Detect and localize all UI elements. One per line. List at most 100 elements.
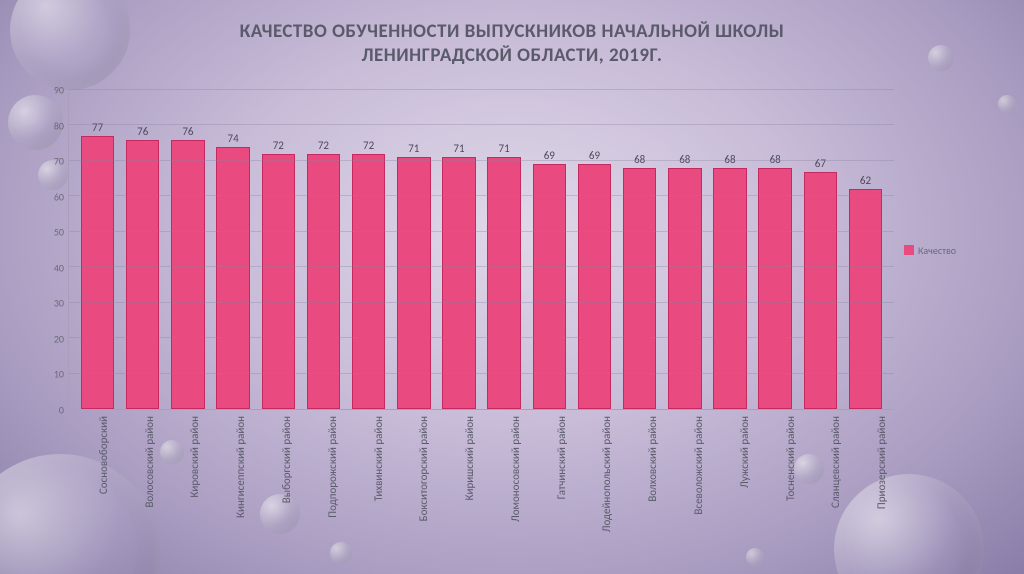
bubble-decor — [998, 95, 1016, 113]
bar-slot: 69 — [572, 90, 617, 409]
y-tick: 80 — [40, 119, 64, 132]
bar-slot: 71 — [391, 90, 436, 409]
bar-slot: 76 — [120, 90, 165, 409]
bar-value-label: 71 — [499, 142, 510, 155]
x-label-slot: Кировский район — [166, 410, 212, 530]
bar-slot: 72 — [256, 90, 301, 409]
x-axis-label: Гатчинский район — [555, 416, 568, 499]
grid-line — [69, 89, 894, 90]
grid-line — [69, 302, 894, 303]
x-axis-labels: Сосновоборский Волосовский район Кировский… — [68, 410, 904, 530]
bars-container: 777676747272727171716969686868686762 — [69, 90, 894, 409]
grid-line — [69, 124, 894, 125]
bar-slot: 68 — [617, 90, 662, 409]
x-axis-label: Лодейнопольский район — [600, 416, 613, 532]
bar-chart: 0102030405060708090 77767674727272717171… — [40, 90, 984, 540]
title-line-2: ЛЕНИНГРАДСКОЙ ОБЛАСТИ, 2019Г. — [0, 44, 1024, 68]
x-axis-label: Волховский район — [646, 416, 659, 502]
bar-value-label: 77 — [92, 121, 103, 134]
bar-slot: 71 — [436, 90, 481, 409]
x-label-slot: Тихвинский район — [349, 410, 395, 530]
x-label-slot: Волховский район — [623, 410, 669, 530]
grid-line — [69, 231, 894, 232]
x-axis-label: Всеволожский район — [692, 416, 705, 515]
x-axis-label: Тихвинский район — [372, 416, 385, 501]
x-label-slot: Гатчинский район — [532, 410, 578, 530]
bubble-decor — [746, 548, 764, 566]
bar-value-label: 62 — [860, 174, 871, 187]
bar-value-label: 74 — [228, 132, 239, 145]
slide: КАЧЕСТВО ОБУЧЕННОСТИ ВЫПУСКНИКОВ НАЧАЛЬН… — [0, 0, 1024, 574]
x-label-slot: Сосновоборский — [74, 410, 120, 530]
y-tick: 0 — [40, 404, 64, 417]
grid-line — [69, 266, 894, 267]
x-label-slot: Всеволожский район — [669, 410, 715, 530]
grid-line — [69, 373, 894, 374]
bar-slot: 77 — [75, 90, 120, 409]
bar-value-label: 71 — [453, 142, 464, 155]
x-axis-label: Подпорожский район — [326, 416, 339, 518]
bar-slot: 69 — [527, 90, 572, 409]
x-label-slot: Волосовский район — [120, 410, 166, 530]
x-label-slot: Киришский район — [440, 410, 486, 530]
x-axis-label: Бокситогорский район — [417, 416, 430, 521]
bar-value-label: 76 — [137, 125, 148, 138]
y-tick: 90 — [40, 84, 64, 97]
bar-slot: 68 — [707, 90, 752, 409]
plot-area: 777676747272727171716969686868686762 — [68, 90, 894, 410]
y-tick: 30 — [40, 297, 64, 310]
bar-value-label: 71 — [408, 142, 419, 155]
bubble-decor — [330, 542, 352, 564]
x-label-slot: Лодейнопольский район — [578, 410, 624, 530]
bar — [81, 136, 114, 409]
bar-value-label: 72 — [318, 139, 329, 152]
bar-slot: 72 — [346, 90, 391, 409]
y-tick: 20 — [40, 332, 64, 345]
grid-line — [69, 160, 894, 161]
legend-label: Качество — [918, 244, 956, 257]
x-label-slot: Бокситогорский район — [394, 410, 440, 530]
x-axis-label: Кингисеппский район — [234, 416, 247, 518]
y-tick: 50 — [40, 226, 64, 239]
x-label-slot: Приозерский район — [852, 410, 898, 530]
bar — [216, 147, 249, 409]
x-axis-label: Кировский район — [188, 416, 201, 498]
grid-line — [69, 195, 894, 196]
bar — [307, 154, 340, 409]
y-tick: 60 — [40, 190, 64, 203]
bar-slot: 71 — [482, 90, 527, 409]
legend: Качество — [894, 90, 984, 410]
chart-title: КАЧЕСТВО ОБУЧЕННОСТИ ВЫПУСКНИКОВ НАЧАЛЬН… — [0, 20, 1024, 68]
bar-slot: 68 — [662, 90, 707, 409]
x-axis-label: Выборгский район — [280, 416, 293, 503]
x-axis-label: Приозерский район — [875, 416, 888, 509]
bar — [352, 154, 385, 409]
y-axis: 0102030405060708090 — [40, 90, 68, 410]
y-tick: 40 — [40, 261, 64, 274]
x-label-slot: Лужский район — [715, 410, 761, 530]
x-axis-label: Сосновоборский — [97, 416, 110, 494]
x-axis-label: Лужский район — [738, 416, 751, 488]
bar-slot: 68 — [753, 90, 798, 409]
title-line-1: КАЧЕСТВО ОБУЧЕННОСТИ ВЫПУСКНИКОВ НАЧАЛЬН… — [0, 20, 1024, 44]
grid-line — [69, 337, 894, 338]
bar — [262, 154, 295, 409]
x-axis-label: Киришский район — [463, 416, 476, 500]
x-axis-label: Волосовский район — [143, 416, 156, 508]
x-label-slot: Сланцевский район — [807, 410, 853, 530]
bar — [849, 189, 882, 409]
bar-slot: 74 — [211, 90, 256, 409]
bar-value-label: 76 — [182, 125, 193, 138]
bar-slot: 76 — [165, 90, 210, 409]
bar-value-label: 72 — [273, 139, 284, 152]
bar — [171, 140, 204, 409]
plot-row: 0102030405060708090 77767674727272717171… — [40, 90, 984, 410]
bar-slot: 72 — [301, 90, 346, 409]
x-label-slot: Ломоносовский район — [486, 410, 532, 530]
x-label-slot: Выборгский район — [257, 410, 303, 530]
y-tick: 10 — [40, 368, 64, 381]
x-label-slot: Кингисеппский район — [211, 410, 257, 530]
x-axis-label: Ломоносовский район — [509, 416, 522, 522]
x-label-slot: Тосненский район — [761, 410, 807, 530]
y-tick: 70 — [40, 155, 64, 168]
